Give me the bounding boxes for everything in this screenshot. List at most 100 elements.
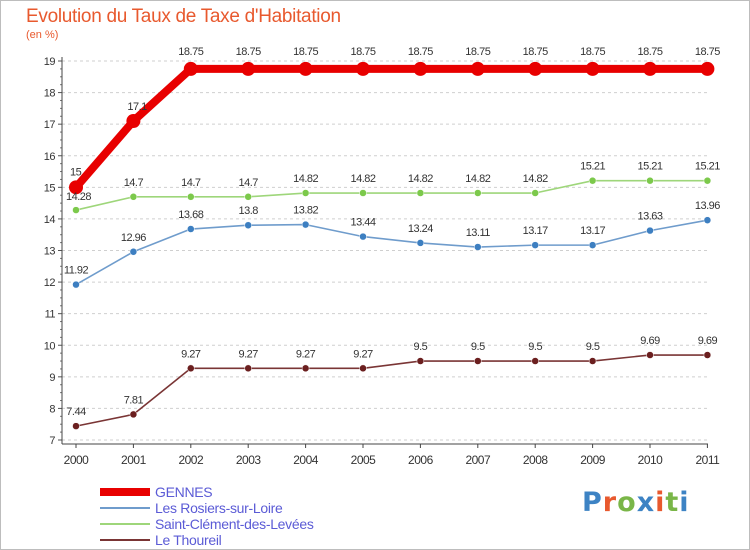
series-line xyxy=(75,354,708,427)
data-point xyxy=(646,351,654,359)
data-label: 14.28 xyxy=(66,191,91,203)
data-point xyxy=(356,61,370,76)
data-label: 9.5 xyxy=(586,341,600,353)
data-label: 18.75 xyxy=(236,46,261,58)
data-label: 7.81 xyxy=(124,394,144,406)
logo-letter: t xyxy=(665,487,680,518)
x-tick-label: 2001 xyxy=(121,453,147,467)
data-point xyxy=(244,364,252,373)
data-point xyxy=(129,193,138,201)
data-label: 18.75 xyxy=(465,46,490,58)
y-tick-label: 15 xyxy=(44,182,56,194)
data-point xyxy=(703,351,712,359)
data-point xyxy=(301,189,310,197)
data-point xyxy=(244,221,252,229)
data-label: 9.5 xyxy=(528,341,542,353)
data-label: 9.69 xyxy=(698,335,718,347)
data-label: 18.75 xyxy=(523,46,548,58)
data-point xyxy=(646,226,654,235)
data-label: 18.75 xyxy=(350,46,375,58)
logo-letter: o xyxy=(617,487,637,518)
data-label: 13.17 xyxy=(523,225,548,237)
data-point xyxy=(241,61,256,76)
data-point xyxy=(359,232,367,241)
x-tick-label: 2005 xyxy=(351,453,377,467)
data-label: 15.21 xyxy=(637,161,662,173)
series-line xyxy=(75,219,708,286)
data-point xyxy=(301,364,310,373)
y-tick-label: 17 xyxy=(44,119,56,131)
data-label: 15 xyxy=(70,166,82,178)
x-tick-label: 2006 xyxy=(408,453,434,467)
data-label: 18.75 xyxy=(695,46,720,58)
data-point xyxy=(72,280,80,289)
data-label: 13.11 xyxy=(466,227,491,239)
chart-subtitle: (en %) xyxy=(26,29,59,41)
data-point xyxy=(301,220,310,229)
data-point xyxy=(700,61,715,76)
y-tick-label: 7 xyxy=(49,435,55,447)
data-label: 13.63 xyxy=(637,211,662,223)
data-point xyxy=(416,239,425,247)
data-point xyxy=(69,180,83,195)
data-label: 11.92 xyxy=(64,265,89,277)
chart-title: Evolution du Taux de Taxe d'Habitation xyxy=(26,6,341,27)
data-point xyxy=(585,61,600,76)
data-point xyxy=(416,357,425,365)
legend-label: GENNES xyxy=(155,484,213,500)
y-tick-label: 18 xyxy=(44,88,56,100)
data-label: 9.5 xyxy=(414,341,428,353)
x-tick-label: 2008 xyxy=(523,453,549,467)
logo-letter: i xyxy=(655,487,666,518)
legend-label: Les Rosiers-sur-Loire xyxy=(155,500,283,516)
data-point xyxy=(126,114,141,129)
data-point xyxy=(474,357,482,365)
series-line xyxy=(72,64,708,190)
data-point xyxy=(359,364,367,373)
data-label: 18.75 xyxy=(178,46,203,58)
y-tick-label: 16 xyxy=(44,151,56,163)
data-label: 17.1 xyxy=(127,101,147,113)
data-point xyxy=(528,61,543,76)
data-label: 14.7 xyxy=(238,177,258,189)
data-point xyxy=(298,61,313,76)
data-label: 14.82 xyxy=(465,173,490,185)
data-point xyxy=(129,248,138,256)
data-point xyxy=(187,193,195,201)
data-point xyxy=(531,241,539,249)
logo-letter: i xyxy=(679,487,690,518)
data-point xyxy=(474,243,482,251)
y-tick-label: 11 xyxy=(45,309,56,321)
data-point xyxy=(470,61,485,76)
logo-letter: P xyxy=(582,487,603,518)
data-label: 13.96 xyxy=(695,200,720,212)
data-point xyxy=(187,364,195,373)
data-label: 12.96 xyxy=(121,232,146,244)
x-tick-label: 2004 xyxy=(293,453,319,467)
data-label: 14.82 xyxy=(408,173,433,185)
data-point xyxy=(183,61,198,76)
data-point xyxy=(474,189,482,197)
y-tick-label: 8 xyxy=(49,403,55,415)
data-label: 9.5 xyxy=(471,341,485,353)
data-label: 7.44 xyxy=(66,406,86,418)
y-tick-label: 12 xyxy=(44,277,56,289)
data-label: 14.82 xyxy=(523,173,548,185)
data-label: 14.7 xyxy=(181,177,201,189)
data-point xyxy=(72,206,80,214)
data-label: 9.27 xyxy=(181,348,201,360)
y-tick-label: 9 xyxy=(49,372,55,384)
data-point xyxy=(187,225,195,233)
legend-swatch xyxy=(100,507,150,509)
data-label: 9.27 xyxy=(296,348,316,360)
data-point xyxy=(531,357,539,365)
data-label: 13.8 xyxy=(238,205,258,217)
data-label: 15.21 xyxy=(580,161,605,173)
data-label: 14.7 xyxy=(124,177,144,189)
x-tick-label: 2011 xyxy=(695,453,720,467)
data-label: 13.44 xyxy=(350,217,375,229)
data-point xyxy=(72,422,80,430)
data-point xyxy=(244,193,252,201)
proxiti-logo: Proxiti xyxy=(582,487,690,518)
